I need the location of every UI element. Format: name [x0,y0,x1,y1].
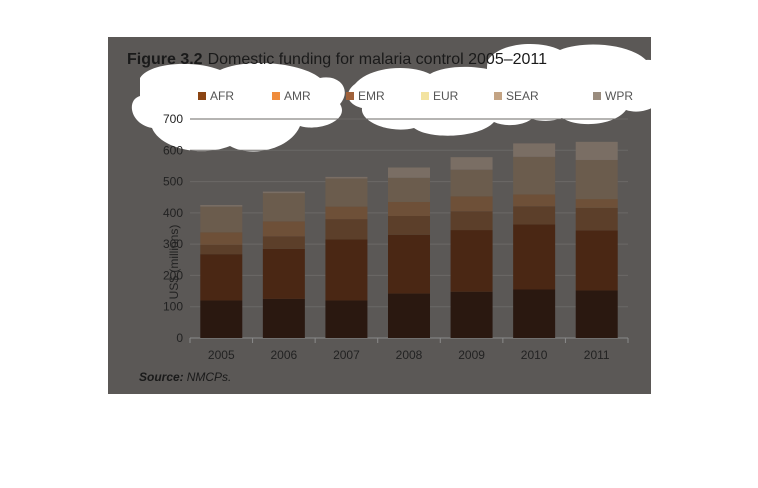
x-axis: 2005 2006 2007 2008 2009 2010 2011 [189,338,629,362]
svg-text:Source:NMCPs.: Source: NMCPs. [139,370,231,384]
bar-segment-emr-2011 [575,207,618,231]
bar-segment-emr-2010 [513,206,556,225]
bar-segment-sear-2008 [388,177,430,202]
bar-segment-amr-2007 [325,239,368,301]
bar-segment-sear-2007 [325,178,368,207]
bar-segment-emr-2006 [262,236,305,249]
legend-label-wpr: WPR [605,89,633,103]
legend-swatch-emr [346,92,354,100]
chart-bars [200,141,618,338]
y-tick-label: 100 [163,300,183,314]
bar-segment-emr-2005 [200,244,243,255]
x-tick-label: 2011 [584,348,610,362]
y-tick-label: 300 [163,237,183,251]
bar-segment-wpr-2007 [325,176,368,179]
bar-segment-wpr-2008 [388,167,430,178]
bar-segment-wpr-2006 [262,191,305,194]
bar-segment-afr-2008 [388,293,430,338]
y-tick-label: 600 [163,143,183,157]
bar-segment-amr-2011 [575,230,618,291]
bar-segment-sear-2011 [575,159,618,200]
bar-segment-sear-2006 [262,193,305,222]
bar-segment-eur-2005 [200,232,243,245]
bar-segment-emr-2009 [450,211,493,231]
source-text: NMCPs. [187,370,232,384]
bar-segment-amr-2009 [450,230,493,292]
y-axis-title: US$ (millions) [167,225,181,300]
bar-segment-eur-2010 [513,194,556,207]
bar-segment-sear-2009 [450,169,493,197]
bar-segment-amr-2008 [388,234,430,294]
legend-swatch-afr [198,92,206,100]
bar-segment-wpr-2010 [513,143,556,157]
bar-segment-wpr-2005 [200,205,243,207]
bar-segment-amr-2006 [262,248,305,299]
legend-swatch-sear [494,92,502,100]
y-tick-label: 500 [163,175,183,189]
bar-segment-eur-2008 [388,201,430,216]
y-tick-label: 700 [163,112,183,126]
x-tick-label: 2007 [333,348,360,362]
legend-swatch-amr [272,92,280,100]
bar-segment-afr-2010 [513,289,556,338]
bar-segment-afr-2006 [262,298,305,338]
x-tick-label: 2009 [458,348,485,362]
y-axis: 0 100 200 300 400 500 600 700 [163,112,183,345]
y-tick-label: 200 [163,268,183,282]
bar-segment-eur-2007 [325,206,368,220]
bar-segment-afr-2009 [450,291,493,338]
bar-segment-sear-2010 [513,156,556,195]
bar-segment-eur-2006 [262,221,305,237]
y-tick-label: 0 [176,331,183,345]
bar-segment-afr-2007 [325,300,368,338]
x-tick-label: 2006 [271,348,298,362]
bar-segment-sear-2005 [200,206,243,233]
bar-segment-emr-2008 [388,215,430,235]
bar-segment-amr-2010 [513,224,556,290]
chart-legend: AFR AMR EMR EUR SEAR WPR [198,89,633,103]
bar-segment-afr-2005 [200,300,243,338]
legend-label-afr: AFR [210,89,234,103]
legend-label-eur: EUR [433,89,459,103]
legend-label-sear: SEAR [506,89,539,103]
x-tick-label: 2010 [521,348,548,362]
bar-segment-eur-2011 [575,199,618,208]
bar-segment-eur-2009 [450,196,493,212]
legend-swatch-eur [421,92,429,100]
bar-segment-emr-2007 [325,219,368,240]
legend-label-amr: AMR [284,89,311,103]
bar-segment-afr-2011 [575,290,618,338]
legend-swatch-wpr [593,92,601,100]
y-tick-label: 400 [163,206,183,220]
bar-segment-wpr-2011 [575,141,618,160]
figure-title: Domestic funding for malaria control 200… [208,51,548,68]
x-tick-label: 2008 [396,348,423,362]
x-tick-label: 2005 [208,348,235,362]
bar-segment-wpr-2009 [450,157,493,170]
source-label: Source: [139,370,184,384]
figure-label: Figure 3.2 [127,51,203,68]
bar-segment-amr-2005 [200,254,243,301]
legend-label-emr: EMR [358,89,385,103]
